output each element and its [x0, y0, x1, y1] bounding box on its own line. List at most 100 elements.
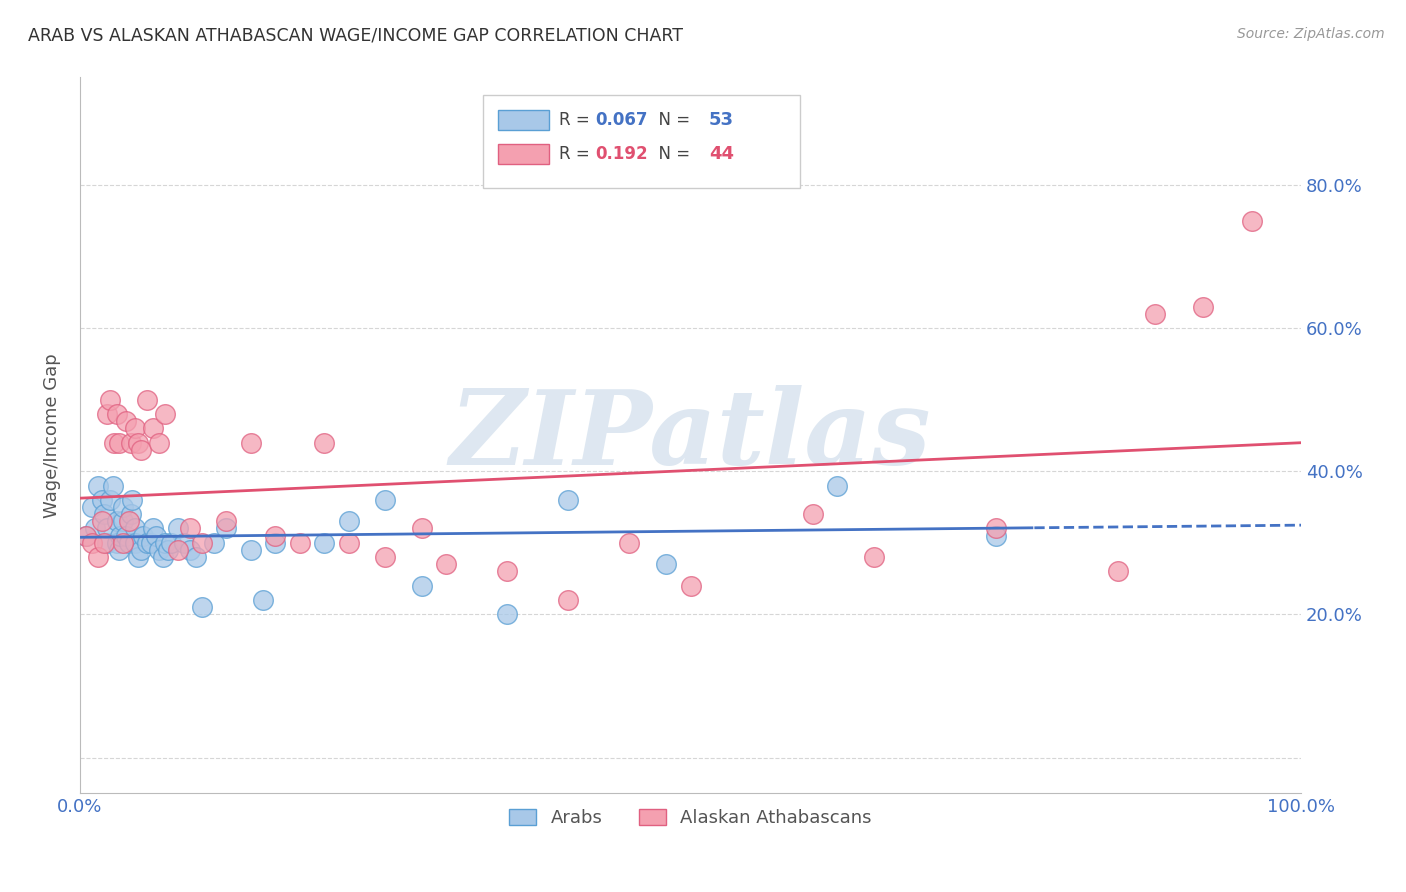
Point — [215, 514, 238, 528]
Text: Source: ZipAtlas.com: Source: ZipAtlas.com — [1237, 27, 1385, 41]
Point — [105, 407, 128, 421]
Point — [1143, 307, 1166, 321]
Point — [288, 535, 311, 549]
Point — [374, 550, 396, 565]
Point — [679, 579, 702, 593]
Text: 0.067: 0.067 — [595, 111, 648, 128]
Text: ARAB VS ALASKAN ATHABASCAN WAGE/INCOME GAP CORRELATION CHART: ARAB VS ALASKAN ATHABASCAN WAGE/INCOME G… — [28, 27, 683, 45]
Point — [179, 521, 201, 535]
Point — [121, 492, 143, 507]
Point — [96, 407, 118, 421]
Point — [557, 593, 579, 607]
Point — [155, 535, 177, 549]
Point — [1192, 300, 1215, 314]
Point — [108, 435, 131, 450]
Point — [619, 535, 641, 549]
Point — [105, 514, 128, 528]
Point — [142, 521, 165, 535]
Point — [120, 507, 142, 521]
Point — [191, 600, 214, 615]
Text: 53: 53 — [709, 111, 734, 128]
Point — [111, 500, 134, 514]
Point — [83, 521, 105, 535]
Point — [152, 550, 174, 565]
Point — [155, 407, 177, 421]
Point — [655, 558, 678, 572]
Y-axis label: Wage/Income Gap: Wage/Income Gap — [44, 353, 60, 517]
Point — [1107, 565, 1129, 579]
Point — [132, 528, 155, 542]
Bar — [498, 110, 548, 129]
Point — [264, 528, 287, 542]
Point — [101, 478, 124, 492]
Point — [984, 528, 1007, 542]
Point — [87, 550, 110, 565]
Point — [557, 492, 579, 507]
Point — [184, 550, 207, 565]
Point — [411, 521, 433, 535]
Point — [801, 507, 824, 521]
Text: ZIPatlas: ZIPatlas — [450, 384, 931, 486]
Point — [411, 579, 433, 593]
Point — [96, 521, 118, 535]
Point — [191, 535, 214, 549]
FancyBboxPatch shape — [482, 95, 800, 188]
Point — [862, 550, 884, 565]
Point — [156, 543, 179, 558]
Point — [111, 535, 134, 549]
Point — [80, 535, 103, 549]
Text: N =: N = — [648, 111, 695, 128]
Point — [96, 535, 118, 549]
Point — [496, 565, 519, 579]
Point — [825, 478, 848, 492]
Point — [115, 414, 138, 428]
Point — [148, 435, 170, 450]
Legend: Arabs, Alaskan Athabascans: Arabs, Alaskan Athabascans — [502, 802, 879, 834]
Point — [145, 528, 167, 542]
Text: N =: N = — [648, 145, 695, 163]
Point — [239, 543, 262, 558]
Point — [93, 507, 115, 521]
Point — [166, 543, 188, 558]
Point — [129, 442, 152, 457]
Point — [128, 435, 150, 450]
Point — [202, 535, 225, 549]
Point — [179, 543, 201, 558]
Point — [136, 392, 159, 407]
Point — [118, 514, 141, 528]
Point — [984, 521, 1007, 535]
Point — [108, 528, 131, 542]
Point — [1241, 213, 1264, 227]
Point — [105, 535, 128, 549]
Point — [337, 514, 360, 528]
Point — [374, 492, 396, 507]
Point — [434, 558, 457, 572]
Point — [87, 478, 110, 492]
Point — [124, 521, 146, 535]
Point — [139, 535, 162, 549]
Point — [124, 535, 146, 549]
Point — [173, 535, 195, 549]
Text: R =: R = — [558, 145, 595, 163]
Text: 0.192: 0.192 — [595, 145, 648, 163]
Point — [100, 392, 122, 407]
Point — [93, 535, 115, 549]
Point — [120, 435, 142, 450]
Point — [166, 521, 188, 535]
Point — [128, 550, 150, 565]
Point — [142, 421, 165, 435]
Point — [100, 492, 122, 507]
Point — [314, 435, 336, 450]
Point — [90, 492, 112, 507]
Point — [90, 514, 112, 528]
Point — [160, 535, 183, 549]
Point — [136, 535, 159, 549]
Text: R =: R = — [558, 111, 595, 128]
Point — [215, 521, 238, 535]
Point — [111, 514, 134, 528]
Point — [264, 535, 287, 549]
Point — [129, 543, 152, 558]
Point — [75, 528, 97, 542]
Point — [314, 535, 336, 549]
Point — [496, 607, 519, 622]
